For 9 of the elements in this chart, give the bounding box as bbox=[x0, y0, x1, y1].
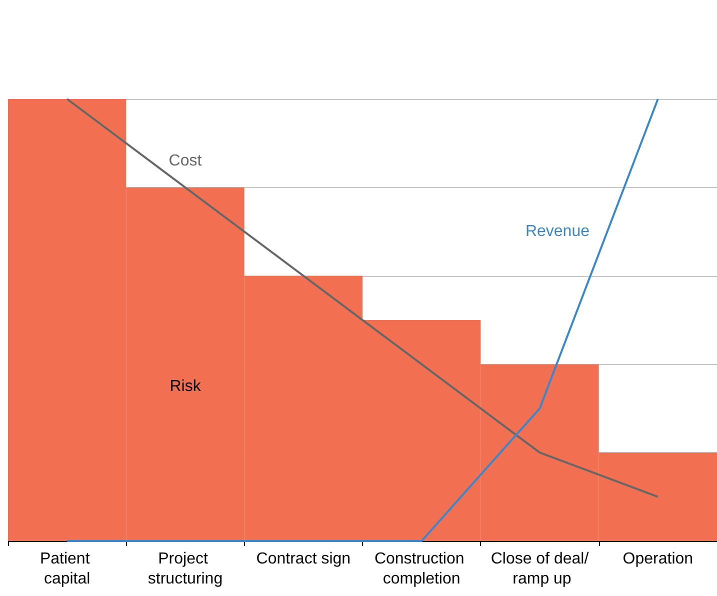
series-label: Risk bbox=[170, 378, 202, 395]
x-tick-label: Contract sign bbox=[256, 550, 351, 568]
x-tick-label: Patient capital bbox=[40, 550, 94, 588]
series-label: Revenue bbox=[525, 223, 590, 240]
x-tick-label: Construction completion bbox=[374, 550, 469, 588]
x-tick-label: Operation bbox=[622, 550, 694, 568]
series-label: Cost bbox=[168, 152, 202, 170]
x-tick-label: Close of deal/ ramp up bbox=[490, 550, 590, 588]
x-tick-label: Project structuring bbox=[148, 550, 223, 588]
